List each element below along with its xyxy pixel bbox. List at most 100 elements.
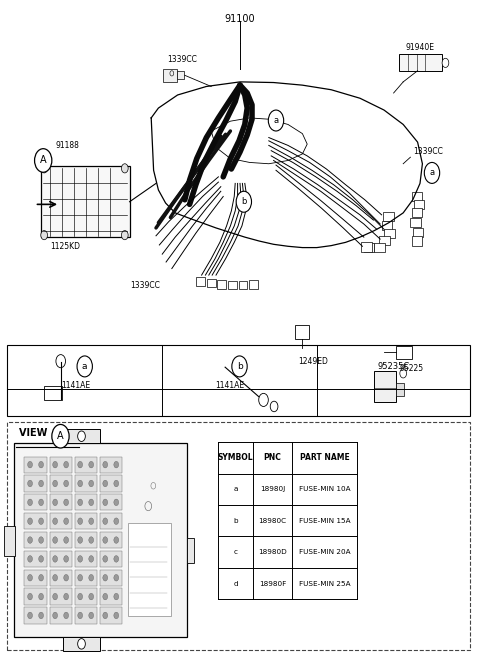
Bar [49,607,72,624]
Circle shape [39,499,44,506]
Bar [295,325,309,339]
Circle shape [103,537,108,544]
Circle shape [78,537,83,544]
Circle shape [64,461,69,468]
Bar [128,523,171,616]
Circle shape [53,574,58,581]
Bar [239,280,247,290]
Circle shape [39,612,44,619]
Circle shape [114,499,119,506]
Bar [74,532,97,548]
Text: PART NAME: PART NAME [300,453,349,462]
Bar [217,280,226,288]
Bar [379,236,390,245]
Bar [49,532,72,548]
Circle shape [103,593,108,600]
Text: 95225: 95225 [399,364,423,373]
Circle shape [114,537,119,544]
Bar [249,280,258,288]
Text: A: A [40,155,47,166]
Bar [74,570,97,586]
Bar [24,588,47,605]
Text: 1141AE: 1141AE [60,381,90,390]
Circle shape [236,191,252,212]
Circle shape [103,612,108,619]
Text: FUSE-MIN 25A: FUSE-MIN 25A [299,580,350,587]
Circle shape [39,480,44,487]
Circle shape [121,164,128,173]
Bar [196,278,205,286]
Circle shape [103,555,108,562]
Circle shape [114,461,119,468]
Circle shape [28,612,33,619]
Bar [74,607,97,624]
Circle shape [39,574,44,581]
Circle shape [39,537,44,544]
Circle shape [89,461,94,468]
Bar [412,236,422,246]
Circle shape [41,164,48,173]
Circle shape [52,424,69,448]
Circle shape [28,537,33,544]
Circle shape [103,461,108,468]
Bar [384,229,395,238]
Text: b: b [241,197,247,206]
Circle shape [89,555,94,562]
Text: 18980J: 18980J [260,486,285,493]
Text: 18980F: 18980F [259,580,286,587]
Circle shape [53,461,58,468]
Circle shape [103,480,108,487]
Circle shape [424,162,440,183]
Text: 95235C: 95235C [377,362,410,371]
Circle shape [89,499,94,506]
Text: A: A [57,431,64,441]
Circle shape [78,555,83,562]
Text: PNC: PNC [264,453,282,462]
Circle shape [114,480,119,487]
Bar [74,588,97,605]
Bar [361,242,372,252]
Bar [374,371,396,402]
Bar [74,457,97,473]
Bar [49,476,72,492]
Circle shape [78,639,85,649]
Bar [24,607,47,624]
Circle shape [39,518,44,525]
Text: SYMBOL: SYMBOL [218,453,253,462]
Bar [74,476,97,492]
Circle shape [64,499,69,506]
Circle shape [103,574,108,581]
Bar [396,346,412,359]
Bar [4,526,15,555]
Bar [413,228,423,237]
Circle shape [53,480,58,487]
Bar [74,513,97,529]
Text: 1249ED: 1249ED [299,357,328,366]
Bar [49,495,72,510]
Circle shape [28,480,33,487]
Text: c: c [234,549,238,555]
Text: d: d [233,580,238,587]
Bar [382,221,392,230]
Circle shape [114,593,119,600]
Bar [24,570,47,586]
Circle shape [28,518,33,525]
Circle shape [39,555,44,562]
Circle shape [114,612,119,619]
Circle shape [268,110,284,131]
Circle shape [64,555,69,562]
Circle shape [64,612,69,619]
Bar [100,495,122,510]
Circle shape [89,518,94,525]
Circle shape [64,480,69,487]
Bar [100,551,122,567]
Text: 1125KD: 1125KD [50,242,81,252]
Text: 18980D: 18980D [258,549,287,555]
Text: 1339CC: 1339CC [131,280,160,290]
Bar [100,570,122,586]
Text: 1141AE: 1141AE [216,381,245,390]
Text: FUSE-MIN 15A: FUSE-MIN 15A [299,517,350,524]
Circle shape [114,555,119,562]
Bar [24,476,47,492]
Bar [396,383,404,396]
